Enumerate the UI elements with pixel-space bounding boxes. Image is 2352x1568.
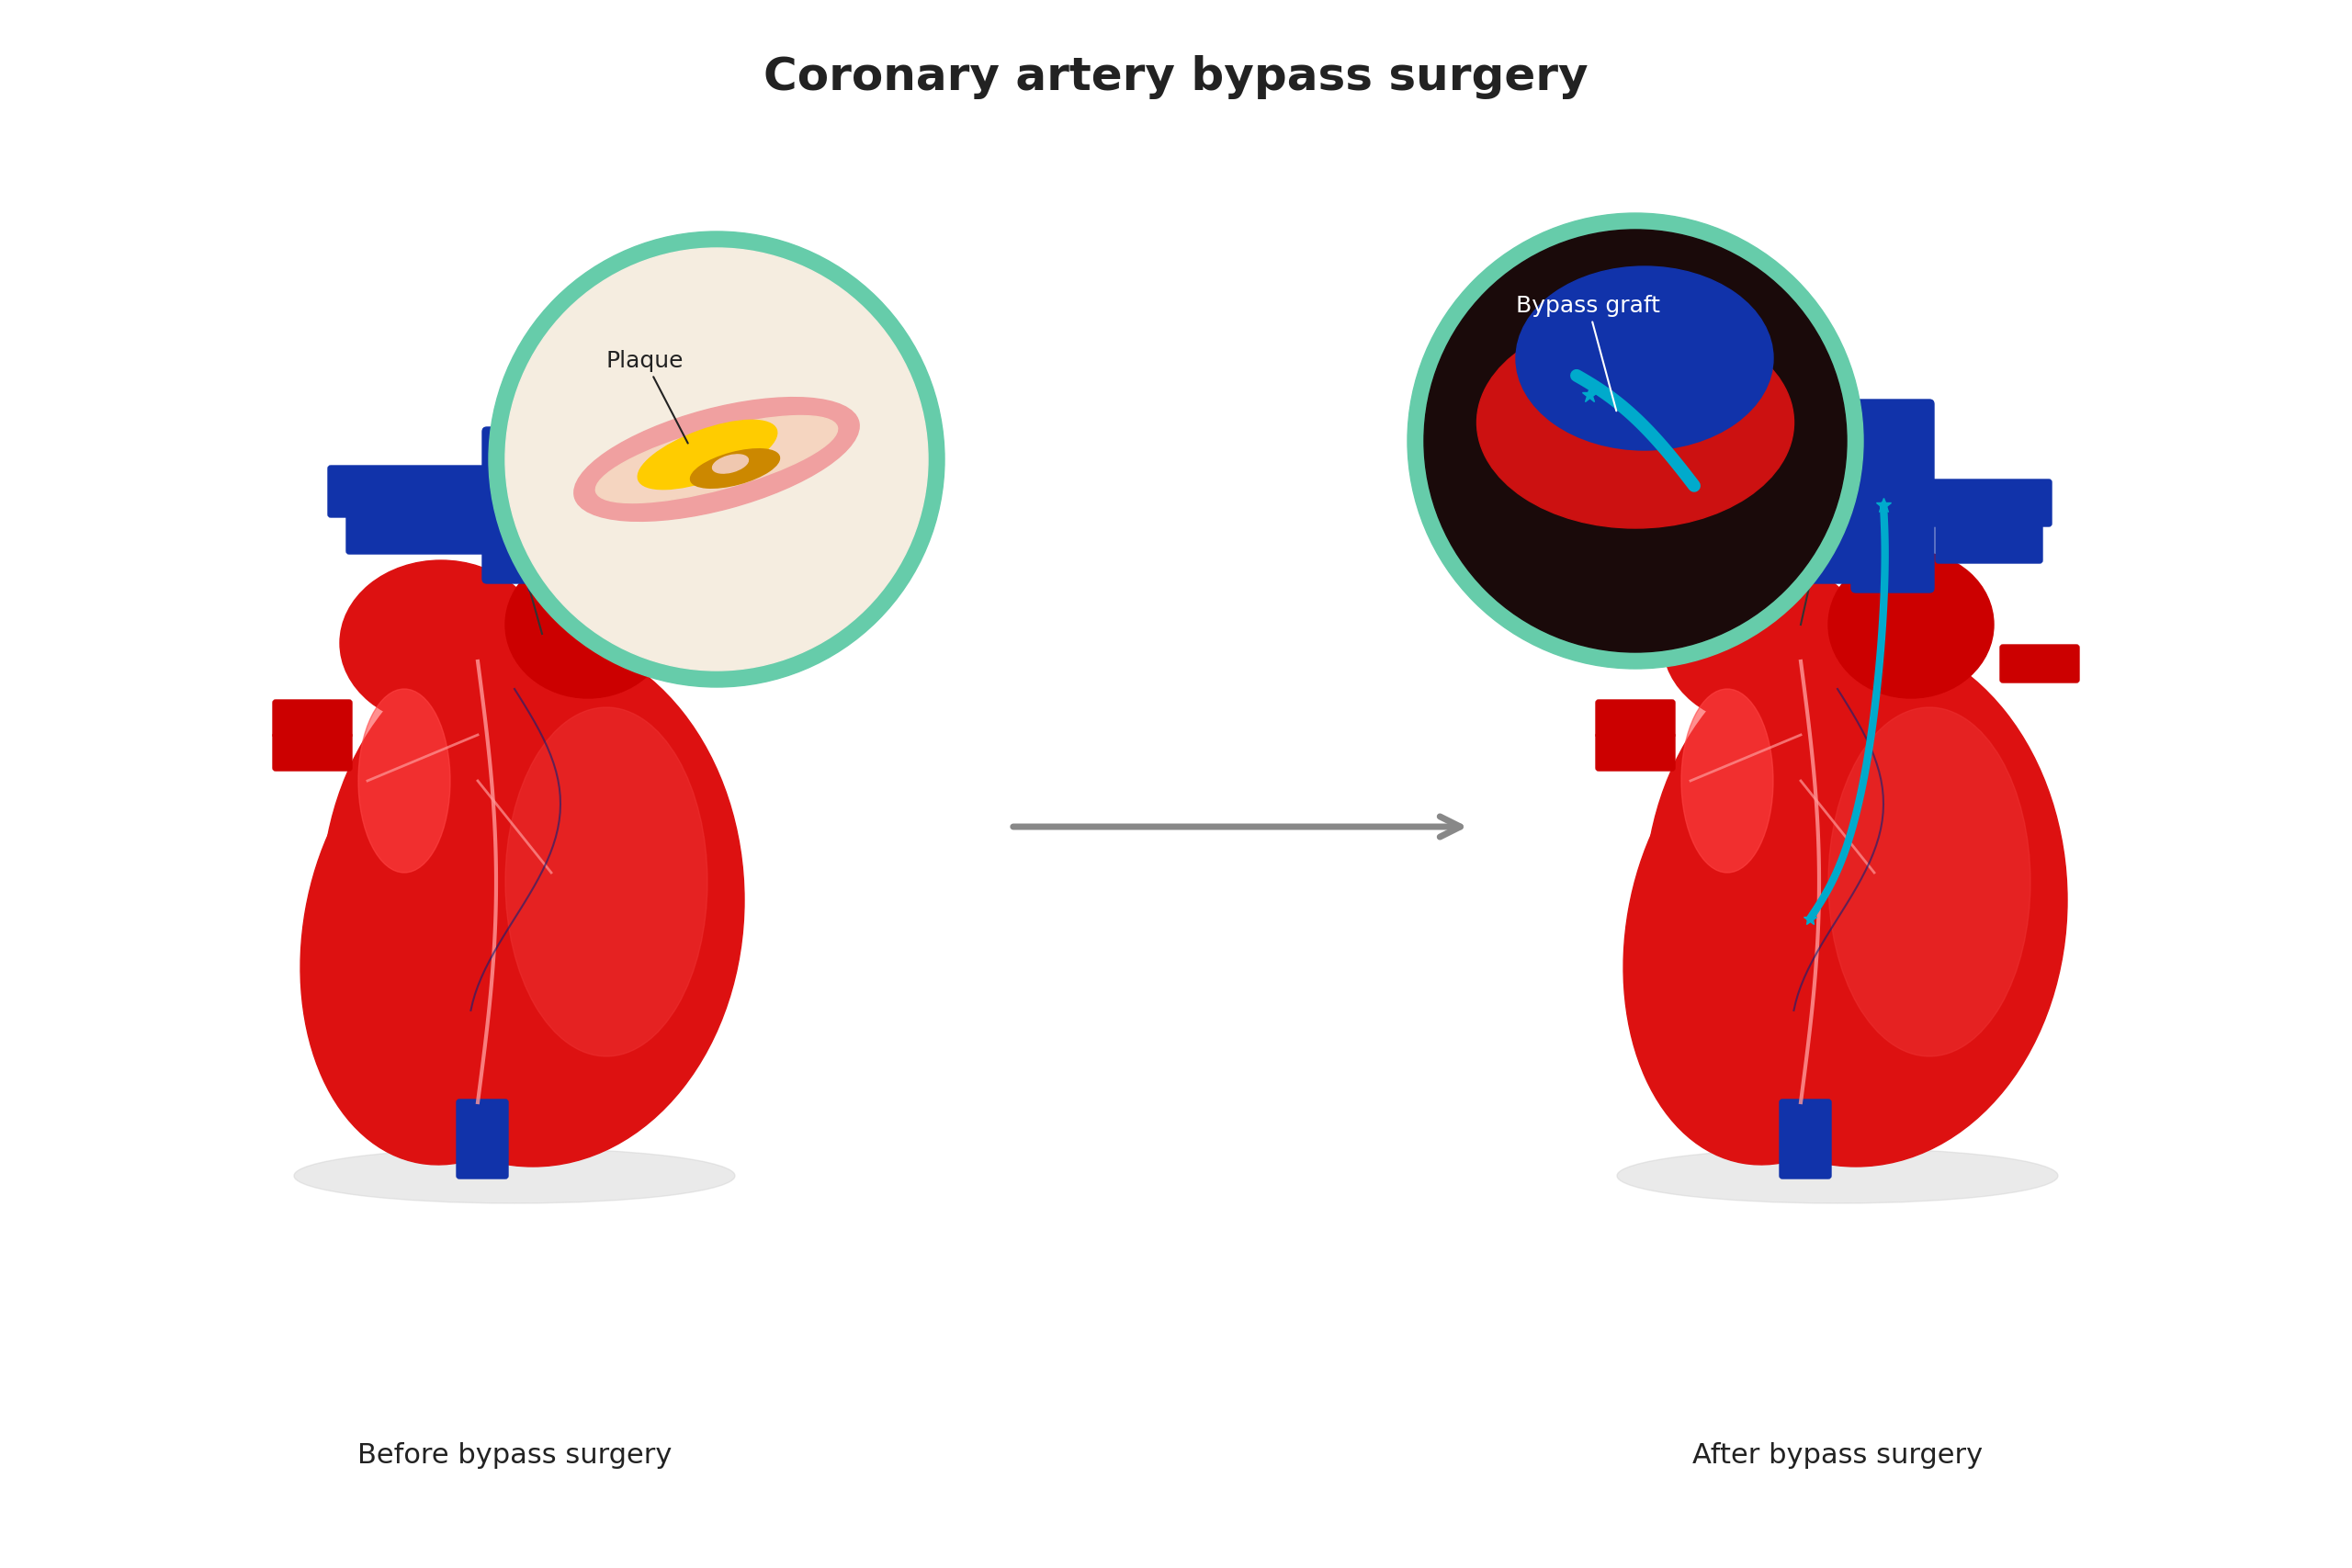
FancyBboxPatch shape: [1851, 400, 1933, 593]
FancyBboxPatch shape: [273, 699, 353, 737]
Circle shape: [1423, 229, 1846, 652]
FancyBboxPatch shape: [482, 426, 555, 583]
Ellipse shape: [1828, 707, 2030, 1057]
Text: Bypass graft: Bypass graft: [1517, 295, 1661, 411]
Circle shape: [489, 232, 946, 687]
Ellipse shape: [691, 448, 779, 488]
Circle shape: [506, 248, 929, 671]
Ellipse shape: [595, 416, 837, 503]
FancyBboxPatch shape: [1999, 644, 2079, 682]
Ellipse shape: [433, 1066, 541, 1157]
Text: After bypass surgery: After bypass surgery: [1693, 1443, 1983, 1469]
FancyBboxPatch shape: [614, 521, 720, 563]
FancyBboxPatch shape: [1670, 506, 1813, 554]
Text: Plaque: Plaque: [607, 350, 687, 444]
Ellipse shape: [358, 688, 449, 873]
Ellipse shape: [1755, 1066, 1865, 1157]
Ellipse shape: [1682, 688, 1773, 873]
Ellipse shape: [713, 455, 748, 474]
Ellipse shape: [1644, 633, 2067, 1167]
Ellipse shape: [637, 420, 776, 489]
Circle shape: [1406, 213, 1863, 668]
Ellipse shape: [1623, 709, 1940, 1165]
FancyBboxPatch shape: [1651, 466, 1813, 517]
Ellipse shape: [574, 397, 858, 521]
Ellipse shape: [1517, 267, 1773, 450]
Ellipse shape: [1618, 1148, 2058, 1203]
FancyBboxPatch shape: [604, 480, 729, 527]
Ellipse shape: [322, 633, 743, 1167]
Ellipse shape: [506, 707, 708, 1057]
FancyBboxPatch shape: [529, 400, 612, 593]
Ellipse shape: [1828, 550, 1994, 698]
FancyBboxPatch shape: [1926, 480, 2051, 527]
Text: Before bypass surgery: Before bypass surgery: [358, 1443, 673, 1469]
FancyBboxPatch shape: [1780, 1099, 1832, 1179]
FancyBboxPatch shape: [1936, 521, 2042, 563]
Ellipse shape: [294, 1148, 734, 1203]
Ellipse shape: [1663, 560, 1865, 726]
FancyBboxPatch shape: [273, 732, 353, 771]
Ellipse shape: [301, 709, 619, 1165]
FancyBboxPatch shape: [346, 506, 489, 554]
FancyBboxPatch shape: [1597, 732, 1675, 771]
FancyBboxPatch shape: [456, 1099, 508, 1179]
FancyBboxPatch shape: [1806, 426, 1879, 583]
Text: Coronary artery bypass surgery: Coronary artery bypass surgery: [764, 55, 1588, 99]
Ellipse shape: [1477, 317, 1795, 528]
FancyBboxPatch shape: [327, 466, 489, 517]
Ellipse shape: [506, 550, 670, 698]
Ellipse shape: [341, 560, 541, 726]
FancyBboxPatch shape: [677, 644, 755, 682]
FancyBboxPatch shape: [1597, 699, 1675, 737]
